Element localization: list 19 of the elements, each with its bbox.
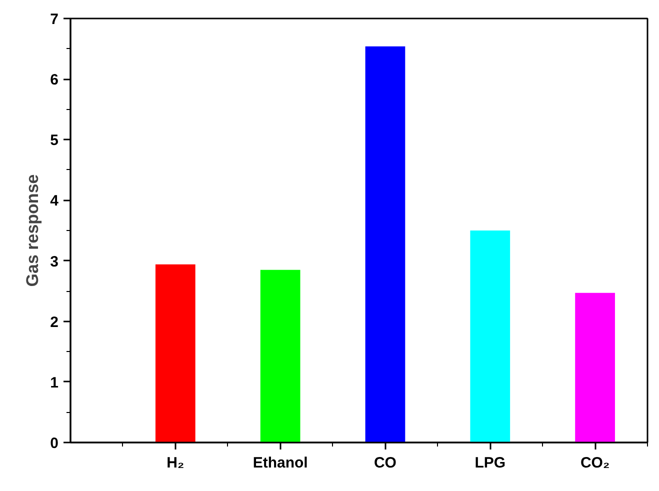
y-tick-label: 6 (50, 72, 58, 89)
bar (575, 292, 615, 442)
x-tick-label: CO (374, 454, 397, 472)
y-tick-label: 0 (50, 435, 58, 452)
bar (470, 230, 510, 442)
bar (260, 270, 300, 442)
x-tick-label: LPG (474, 454, 506, 472)
y-tick-label: 7 (50, 11, 58, 28)
y-tick-label: 1 (50, 374, 58, 392)
bar (365, 46, 406, 442)
y-tick-label: 3 (50, 253, 58, 270)
x-tick-label: CO₂ (580, 454, 610, 472)
x-tick-label: H₂ (166, 454, 184, 472)
y-tick-label: 4 (50, 192, 60, 210)
x-tick-label: Ethanol (252, 454, 308, 472)
bar (155, 264, 196, 442)
y-tick-label: 2 (50, 314, 58, 331)
y-axis-title: Gas response (23, 174, 42, 287)
y-tick-label: 5 (50, 132, 58, 150)
